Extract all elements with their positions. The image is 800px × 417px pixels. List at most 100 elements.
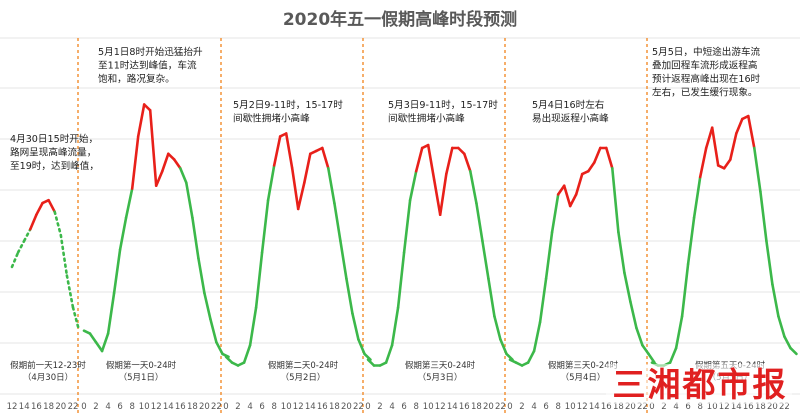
normal-line-segment: [100, 332, 110, 353]
x-tick-label: 16: [317, 402, 328, 412]
peak-line-segment: [710, 126, 720, 167]
x-tick-label: 16: [601, 402, 612, 412]
x-tick-label: 22: [779, 402, 790, 412]
normal-line-segment: [789, 346, 798, 356]
normal-line-segment: [203, 291, 212, 321]
peak-line-segment: [148, 109, 158, 187]
x-tick-label: 0: [649, 402, 654, 412]
normal-line-segment: [752, 146, 762, 193]
x-tick-label: 12: [293, 402, 304, 412]
peak-line-segment: [142, 103, 152, 112]
x-tick-label: 2: [377, 402, 382, 412]
x-tick-label: 12: [577, 402, 588, 412]
normal-line-segment: [326, 167, 336, 205]
normal-line-segment: [777, 314, 786, 338]
day-label: 假期第三天0-24时: [548, 360, 619, 371]
x-tick-label: 4: [389, 402, 394, 412]
normal-line-segment: [106, 291, 116, 335]
normal-line-segment: [124, 187, 134, 219]
x-tick-label: 0: [81, 402, 86, 412]
normal-line-segment: [179, 167, 188, 185]
x-tick-label: 0: [365, 402, 370, 412]
normal-line-segment: [499, 338, 508, 356]
x-tick-label: 12: [719, 402, 730, 412]
annotation-text: 5月4日16时左右: [532, 99, 604, 111]
normal-line-segment: [22, 227, 32, 243]
annotation-text: 叠加回程车流形成返程高: [652, 60, 758, 72]
normal-line-segment: [468, 169, 478, 205]
normal-line-segment: [112, 248, 122, 295]
x-tick-label: 16: [175, 402, 186, 412]
normal-line-segment: [610, 167, 620, 234]
day-label: （5月1日）: [119, 372, 164, 383]
normal-line-segment: [544, 230, 554, 280]
traffic-lines: [10, 103, 798, 367]
x-tick-label: 20: [341, 402, 352, 412]
x-tick-label: 8: [555, 402, 560, 412]
chart-title: 2020年五一假期高峰时段预测: [283, 9, 517, 30]
normal-line-segment: [248, 306, 258, 347]
normal-line-segment: [692, 175, 702, 219]
annotation-text: 5月5日，中短途出游车流: [652, 46, 761, 58]
normal-line-segment: [783, 335, 792, 350]
x-tick-label: 2: [519, 402, 524, 412]
x-tick-label: 6: [259, 402, 264, 412]
normal-line-segment: [550, 193, 560, 234]
annotation-text: 间歇性拥堵小高峰: [388, 113, 465, 125]
normal-line-segment: [65, 274, 75, 309]
peak-line-segment: [592, 146, 602, 164]
x-tick-label: 16: [743, 402, 754, 412]
peak-line-segment: [444, 146, 454, 176]
peak-line-segment: [284, 132, 294, 170]
normal-line-segment: [617, 230, 626, 275]
text-labels: 12 14 16 18 20 22假期前一天12-23时（4月30日）4月30日15时开始…: [7, 46, 790, 412]
normal-line-segment: [254, 251, 264, 309]
x-tick-label: 20: [55, 402, 66, 412]
peak-line-segment: [562, 184, 572, 208]
peak-line-segment: [462, 152, 472, 173]
x-tick-label: 6: [543, 402, 548, 412]
peak-line-segment: [734, 117, 744, 135]
normal-line-segment: [408, 169, 418, 202]
x-tick-label: 16: [31, 402, 42, 412]
x-tick-label: 20: [199, 402, 210, 412]
x-tick-label: 10: [707, 402, 718, 412]
normal-line-segment: [493, 314, 502, 341]
normal-line-segment: [221, 352, 230, 359]
normal-line-segment: [623, 271, 632, 304]
normal-line-segment: [363, 352, 372, 362]
x-tick-label: 10: [423, 402, 434, 412]
normal-line-segment: [668, 346, 678, 364]
peak-line-segment: [568, 193, 578, 208]
normal-line-segment: [384, 343, 394, 364]
peak-line-segment: [35, 201, 44, 216]
x-tick-label: 10: [281, 402, 292, 412]
normal-line-segment: [487, 277, 496, 318]
x-tick-label: 22: [637, 402, 648, 412]
normal-line-segment: [402, 198, 412, 254]
annotation-text: 至19时，达到峰值，: [10, 160, 99, 172]
normal-line-segment: [333, 201, 342, 243]
peak-line-segment: [604, 146, 614, 170]
peak-line-segment: [167, 152, 176, 161]
x-tick-label: 14: [731, 402, 742, 412]
x-tick-label: 18: [613, 402, 624, 412]
x-tick-label: 22: [495, 402, 506, 412]
day-label: （5月4日）: [561, 372, 606, 383]
normal-line-segment: [526, 349, 536, 364]
normal-line-segment: [532, 320, 542, 353]
x-tick-label: 14: [589, 402, 600, 412]
normal-line-segment: [396, 251, 406, 309]
normal-line-segment: [674, 314, 684, 350]
normal-line-segment: [635, 326, 644, 347]
x-tick-label: 8: [129, 402, 134, 412]
x-tick-label: 14: [19, 402, 30, 412]
normal-line-segment: [215, 340, 224, 356]
normal-line-segment: [339, 239, 348, 280]
peak-line-segment: [414, 146, 424, 173]
normal-line-segment: [53, 210, 63, 237]
normal-line-segment: [242, 343, 252, 364]
x-tick-label: 0: [223, 402, 228, 412]
x-tick-label: 18: [43, 402, 54, 412]
